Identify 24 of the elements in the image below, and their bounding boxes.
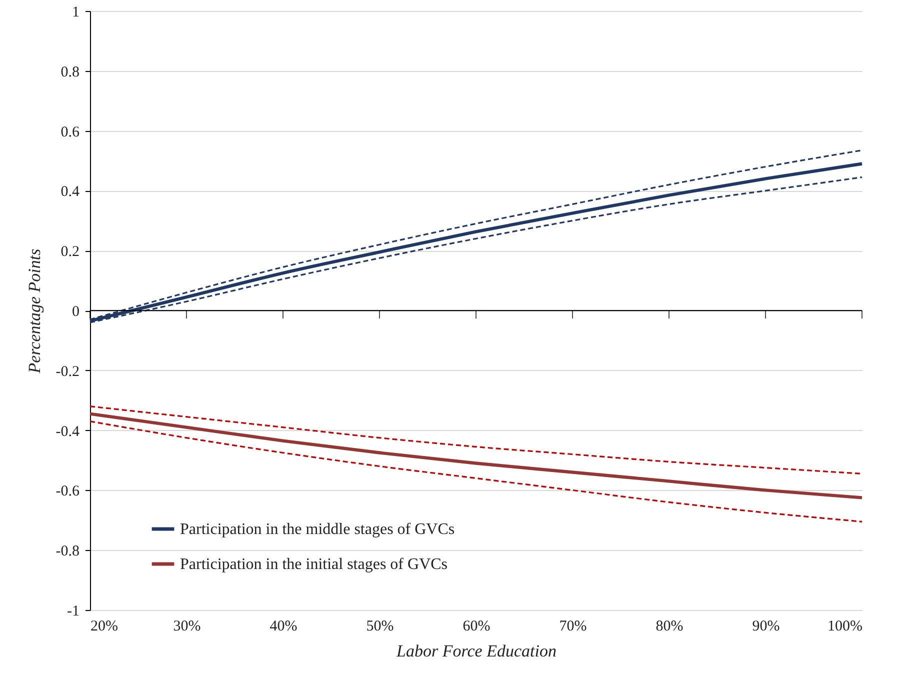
legend-label: Participation in the initial stages of GVCs <box>180 556 448 573</box>
x-tick-label: 20% <box>90 618 118 634</box>
x-tick-label: 40% <box>270 618 298 634</box>
x-axis-title: Labor Force Education <box>396 642 556 660</box>
y-tick-label: -0.6 <box>56 484 80 500</box>
x-tick-label: 100% <box>828 618 862 634</box>
x-tick-label: 50% <box>366 618 394 634</box>
x-tick-label: 80% <box>656 618 684 634</box>
y-tick-label: 0.2 <box>60 244 80 260</box>
y-tick-label: 0.6 <box>60 124 80 140</box>
y-axis-title: Percentage Points <box>24 248 44 374</box>
x-tick-label: 90% <box>752 618 780 634</box>
y-tick-label: 1 <box>72 4 80 20</box>
y-tick-label: 0.4 <box>60 184 80 200</box>
y-tick-label: -0.4 <box>56 424 80 440</box>
y-tick-label: 0.8 <box>60 64 80 80</box>
x-tick-label: 70% <box>559 618 587 634</box>
y-tick-label: -0.8 <box>56 544 80 560</box>
y-tick-label: -0.2 <box>56 364 80 380</box>
x-tick-label: 30% <box>173 618 201 634</box>
x-tick-label: 60% <box>462 618 490 634</box>
legend-label: Participation in the middle stages of GVCs <box>180 521 455 538</box>
y-tick-label: 0 <box>72 304 80 320</box>
y-tick-label: -1 <box>67 604 80 620</box>
